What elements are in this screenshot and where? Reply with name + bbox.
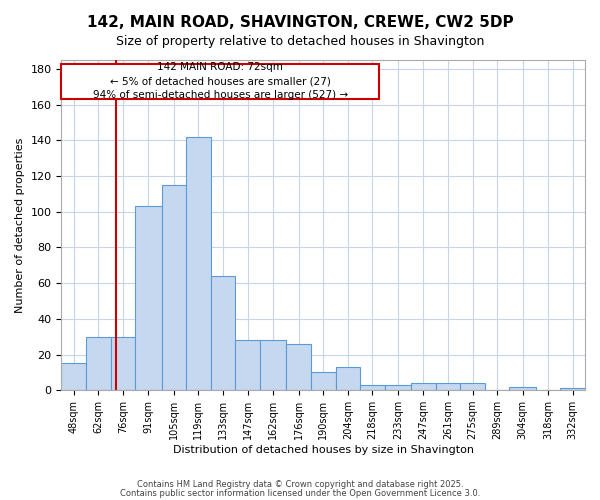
Bar [61,364,86,390]
Bar [135,206,161,390]
Bar [186,137,211,390]
Bar [110,336,135,390]
Bar [286,344,311,390]
Bar [460,383,485,390]
Bar [260,340,286,390]
X-axis label: Distribution of detached houses by size in Shavington: Distribution of detached houses by size … [173,445,474,455]
Bar [360,385,385,390]
Text: Size of property relative to detached houses in Shavington: Size of property relative to detached ho… [116,35,484,48]
Text: 142, MAIN ROAD, SHAVINGTON, CREWE, CW2 5DP: 142, MAIN ROAD, SHAVINGTON, CREWE, CW2 5… [86,15,514,30]
Y-axis label: Number of detached properties: Number of detached properties [15,138,25,313]
Bar [509,386,536,390]
Bar [411,383,436,390]
Text: 142 MAIN ROAD: 72sqm
← 5% of detached houses are smaller (27)
94% of semi-detach: 142 MAIN ROAD: 72sqm ← 5% of detached ho… [93,62,348,100]
Bar [385,385,411,390]
Bar [161,185,186,390]
Bar [86,336,110,390]
Bar [311,372,335,390]
Bar [560,388,585,390]
Bar [235,340,260,390]
Text: Contains public sector information licensed under the Open Government Licence 3.: Contains public sector information licen… [120,488,480,498]
Bar [211,276,235,390]
Text: Contains HM Land Registry data © Crown copyright and database right 2025.: Contains HM Land Registry data © Crown c… [137,480,463,489]
Bar [335,367,360,390]
FancyBboxPatch shape [61,64,379,100]
Bar [436,383,460,390]
